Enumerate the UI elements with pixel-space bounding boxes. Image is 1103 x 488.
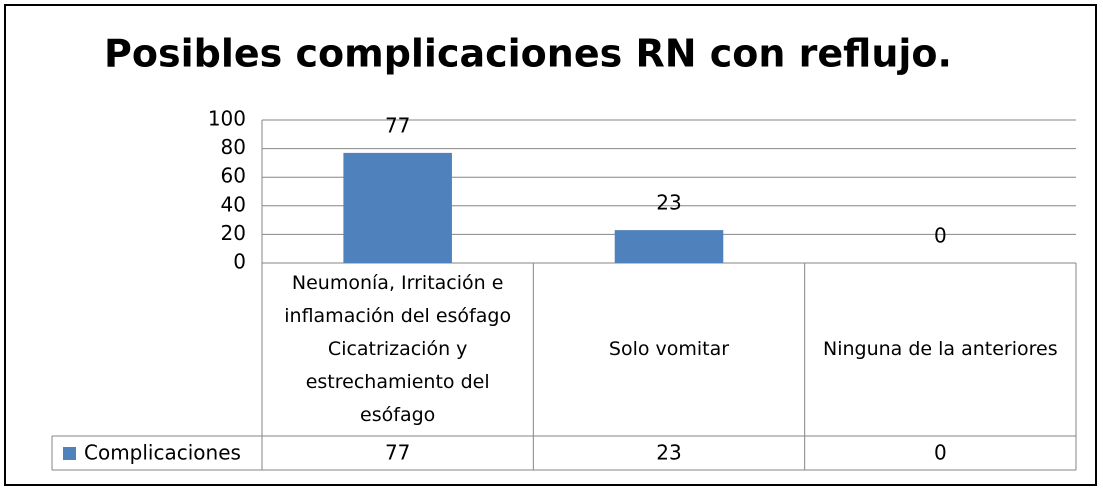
chart-border — [4, 4, 1097, 486]
y-tick-label: 40 — [221, 192, 246, 216]
y-tick-label: 0 — [233, 250, 246, 274]
x-tick-label: Neumonía, Irritación e inflamación del e… — [284, 272, 512, 426]
x-tick-label: Solo vomitar — [608, 338, 730, 360]
chart-title: Posibles complicaciones RN con reflujo. — [104, 32, 952, 76]
table-value: 77 — [385, 441, 410, 465]
legend-label: Complicaciones — [84, 441, 241, 465]
data-label: 0 — [934, 224, 947, 248]
y-tick-label: 80 — [221, 135, 246, 159]
bar — [343, 152, 452, 263]
data-label: 77 — [385, 113, 410, 137]
table-value: 0 — [934, 441, 947, 465]
table-value: 23 — [656, 441, 681, 465]
data-label: 23 — [656, 191, 681, 215]
y-tick-label: 20 — [221, 221, 246, 245]
bar — [614, 230, 724, 263]
legend-key — [63, 447, 76, 460]
x-tick-label: Ninguna de la anteriores — [823, 338, 1058, 360]
y-tick-label: 60 — [221, 164, 246, 188]
y-tick-label: 100 — [208, 107, 246, 131]
